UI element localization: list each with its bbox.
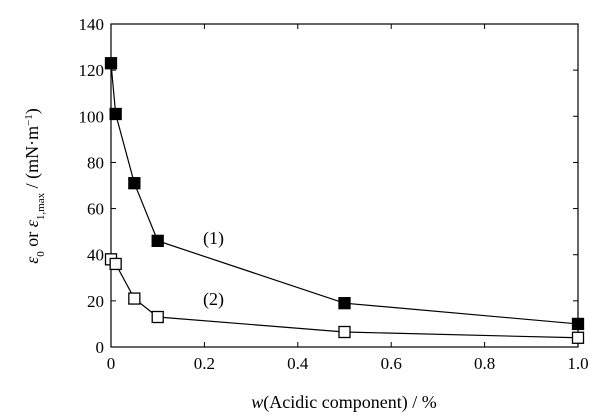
y-tick-label: 20 (87, 292, 104, 311)
x-tick-label: 0 (107, 354, 116, 373)
x-tick-label: 0.6 (381, 354, 402, 373)
series-2 (104, 253, 585, 344)
x-tick-label: 0.4 (287, 354, 309, 373)
series-label-2: (2) (203, 289, 224, 310)
x-tick-label: 0.8 (474, 354, 495, 373)
data-point (128, 177, 141, 190)
series-line-1 (110, 63, 579, 325)
data-point (109, 107, 122, 121)
data-point (109, 257, 122, 271)
data-point (571, 331, 585, 344)
data-point (338, 297, 351, 310)
x-tick-label: 0.2 (194, 354, 215, 373)
series-label-1: (1) (203, 228, 224, 249)
x-axis: 0 0.2 0.4 0.6 0.8 1.0 (107, 24, 589, 373)
y-axis: 0 20 40 60 80 100 120 140 (79, 15, 578, 357)
y-tick-label: 100 (79, 107, 105, 126)
series-1 (104, 57, 585, 331)
data-point (151, 234, 164, 248)
x-tick-label: 1.0 (567, 354, 588, 373)
series-layer (104, 57, 585, 344)
data-point (571, 317, 585, 331)
y-tick-label: 140 (79, 15, 105, 34)
y-tick-label: 80 (87, 153, 104, 172)
x-axis-label: w(Acidic component) / % (251, 392, 436, 413)
data-point (151, 310, 164, 324)
y-axis-label: ε0 or ε1,max / (mN·m−1) (22, 108, 47, 264)
y-tick-label: 0 (96, 338, 105, 357)
plot-frame (110, 23, 579, 348)
y-tick-label: 120 (79, 61, 105, 80)
data-point (338, 325, 351, 339)
y-tick-label: 60 (87, 200, 104, 219)
data-point (104, 57, 118, 70)
data-point (128, 292, 141, 305)
y-tick-label: 40 (87, 246, 104, 265)
